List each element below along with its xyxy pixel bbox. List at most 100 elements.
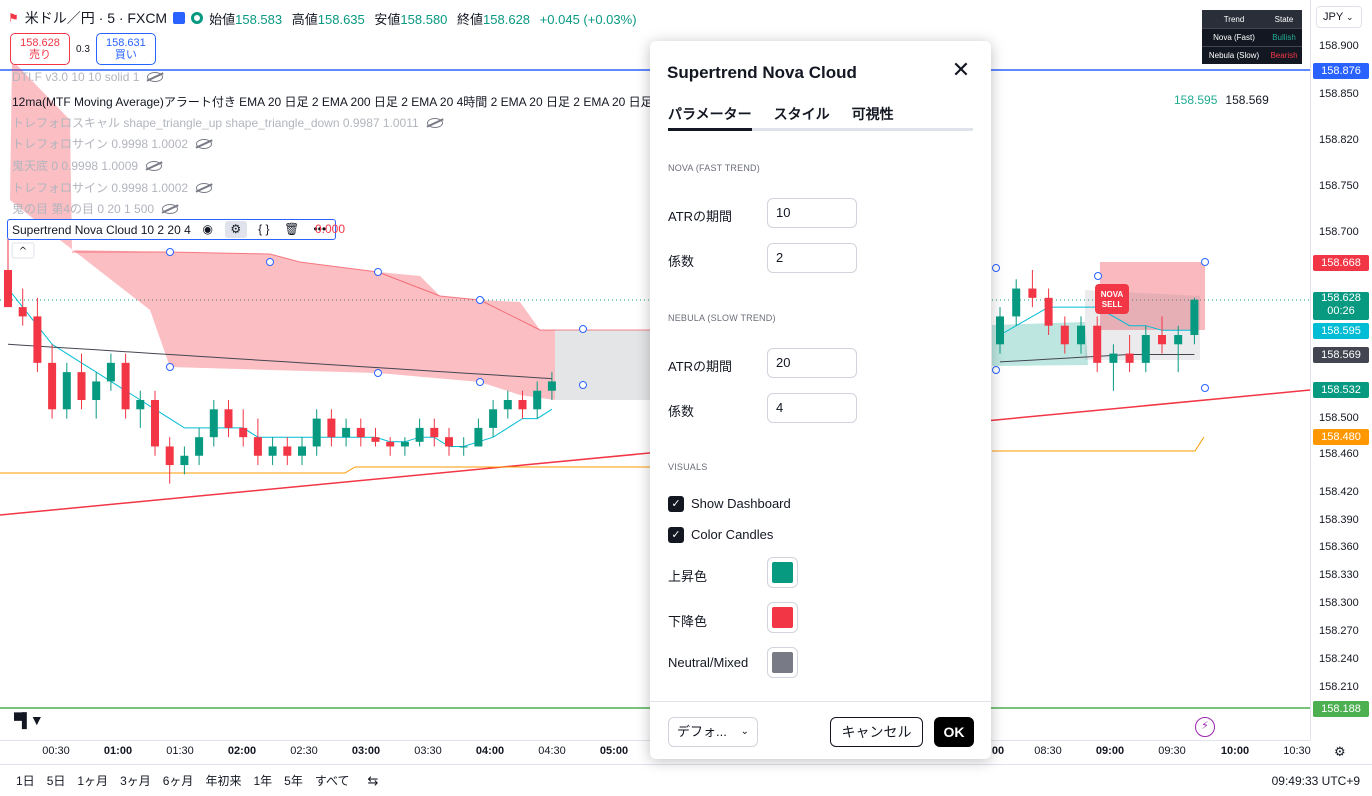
candle-body bbox=[1141, 334, 1150, 363]
flag-icon[interactable] bbox=[173, 12, 186, 24]
indicator-trefosign-1[interactable]: トレフォロサイン 0.9998 1.0002 bbox=[12, 135, 213, 152]
go-to-date-icon[interactable]: ⇆ bbox=[367, 772, 379, 788]
candle-body bbox=[489, 409, 498, 428]
trade-buttons: 158.628 売り 0.3 158.631 買い bbox=[10, 33, 156, 65]
hidden-eye-icon[interactable] bbox=[147, 72, 164, 82]
nebula-atr-input[interactable]: 20 bbox=[767, 348, 857, 378]
close-icon[interactable]: ✕ bbox=[951, 57, 971, 82]
range-3m[interactable]: 3ヶ月 bbox=[120, 774, 151, 788]
range-6m[interactable]: 6ヶ月 bbox=[162, 774, 194, 788]
nebula-factor-input[interactable]: 4 bbox=[767, 393, 857, 423]
spread-value: 0.3 bbox=[76, 43, 90, 55]
tab-parameters[interactable]: パラメーター bbox=[668, 103, 752, 131]
buy-button[interactable]: 158.631 買い bbox=[95, 33, 156, 65]
candle-body bbox=[503, 400, 512, 410]
tradingview-logo[interactable]: ▀▌▼ bbox=[14, 712, 44, 728]
range-1m[interactable]: 1ヶ月 bbox=[77, 774, 109, 788]
candle-body bbox=[268, 446, 277, 456]
source-code-icon[interactable]: { } bbox=[258, 222, 270, 236]
indicator-dti[interactable]: DTI.F v3.0 10 10 solid 1 bbox=[12, 70, 164, 84]
range-1d[interactable]: 1日 bbox=[16, 774, 35, 788]
candle-body bbox=[547, 381, 556, 391]
indicator-12ma[interactable]: 12ma(MTF Moving Average)アラート付き EMA 20 日足… bbox=[12, 95, 911, 109]
candle-body bbox=[445, 437, 453, 447]
nova-factor-label: 係数 bbox=[668, 254, 695, 269]
collapse-legend-button[interactable] bbox=[11, 242, 35, 259]
price-label-nova: 158.532 bbox=[1313, 382, 1369, 398]
svg-text:^: ^ bbox=[19, 246, 27, 257]
range-all[interactable]: すべて bbox=[314, 774, 350, 788]
cancel-button[interactable]: キャンセル bbox=[830, 717, 923, 747]
candle-body bbox=[92, 381, 101, 401]
down-color-swatch[interactable] bbox=[767, 602, 798, 633]
price-label-green-line: 158.188 bbox=[1313, 701, 1369, 717]
nebula-atr-label: ATRの期間 bbox=[668, 359, 733, 374]
candle-body bbox=[1012, 288, 1021, 317]
chevron-down-icon: ⌄ bbox=[1346, 12, 1354, 22]
indicator-value: 0.000 bbox=[315, 222, 346, 236]
nova-factor-input[interactable]: 2 bbox=[767, 243, 857, 273]
indicator-onitentei[interactable]: 鬼天底 0 0.9998 1.0009 bbox=[12, 157, 163, 174]
candle-body bbox=[996, 316, 1004, 345]
candle-body bbox=[386, 441, 395, 447]
ok-button[interactable]: OK bbox=[934, 717, 974, 747]
show-dashboard-label[interactable]: Show Dashboard bbox=[691, 496, 791, 511]
tab-visibility[interactable]: 可視性 bbox=[851, 106, 894, 122]
lightning-alert-icon[interactable]: ⚡ bbox=[1195, 717, 1215, 737]
candle-body bbox=[1077, 325, 1085, 345]
svg-text:NOVA: NOVA bbox=[1101, 290, 1124, 299]
range-5y[interactable]: 5年 bbox=[284, 774, 303, 788]
neutral-color-swatch[interactable] bbox=[767, 647, 798, 678]
symbol-title[interactable]: 米ドル／円 · 5 · FXCM bbox=[24, 10, 168, 26]
tab-style[interactable]: スタイル bbox=[773, 106, 830, 122]
candle-body bbox=[33, 316, 42, 363]
candle-body bbox=[62, 372, 71, 410]
nova-sell-signal bbox=[1095, 284, 1129, 314]
candle-body bbox=[4, 269, 12, 308]
anchor-points[interactable] bbox=[166, 248, 1209, 392]
clock[interactable]: 09:49:33 UTC+9 bbox=[1271, 774, 1360, 788]
svg-text:SELL: SELL bbox=[1102, 300, 1123, 309]
defaults-dropdown[interactable]: デフォ... ⌄ bbox=[668, 717, 758, 747]
hidden-eye-icon[interactable] bbox=[426, 117, 443, 128]
range-5d[interactable]: 5日 bbox=[46, 774, 66, 788]
hidden-eye-icon[interactable] bbox=[196, 182, 213, 193]
indicator-12ma-values: 158.595 158.569 bbox=[1174, 93, 1269, 107]
color-candles-checkbox[interactable]: ✓ bbox=[668, 527, 684, 543]
candle-body bbox=[1125, 353, 1134, 363]
settings-gear-icon[interactable]: ⚙ bbox=[224, 221, 247, 238]
up-color-swatch[interactable] bbox=[767, 557, 798, 588]
section-visuals: VISUALS bbox=[668, 462, 708, 472]
more-options-icon[interactable]: ••• bbox=[313, 222, 327, 236]
indicator-oninome[interactable]: 鬼の目 第4の目 0 20 1 500 bbox=[12, 200, 179, 217]
section-nova: NOVA (FAST TREND) bbox=[668, 163, 760, 173]
color-candles-label[interactable]: Color Candles bbox=[691, 527, 774, 542]
visibility-eye-icon[interactable]: ◉ bbox=[202, 222, 214, 236]
chart-settings-gear-icon[interactable]: ⚙ bbox=[1334, 744, 1346, 759]
candle-body bbox=[430, 427, 439, 438]
hidden-eye-icon[interactable] bbox=[162, 203, 179, 214]
range-1y[interactable]: 1年 bbox=[253, 774, 273, 788]
candle-body bbox=[1109, 353, 1118, 363]
indicator-trefosign-2[interactable]: トレフォロサイン 0.9998 1.0002 bbox=[12, 179, 213, 196]
candle-body bbox=[474, 427, 483, 447]
candle-body bbox=[253, 437, 262, 456]
range-ytd[interactable]: 年初来 bbox=[205, 774, 242, 788]
symbol-icon[interactable]: ⚑ bbox=[8, 11, 19, 25]
hidden-eye-icon[interactable] bbox=[196, 138, 213, 149]
trend-dashboard: Trend State Nova (Fast) Bullish Nebula (Sl… bbox=[1202, 10, 1302, 64]
candles bbox=[4, 232, 1199, 484]
delete-trash-icon[interactable]: 🗑 bbox=[284, 222, 300, 236]
show-dashboard-checkbox[interactable]: ✓ bbox=[668, 496, 684, 512]
indicator-trefoscal[interactable]: トレフォロスキャル shape_triangle_up shape_triang… bbox=[12, 114, 443, 131]
indicator-supertrend-nova-cloud[interactable]: Supertrend Nova Cloud 10 2 20 4 ◉ ⚙ { } … bbox=[7, 219, 336, 240]
price-label-nebula: 158.668 bbox=[1313, 255, 1369, 271]
candle-body bbox=[239, 427, 248, 438]
chart-pane[interactable]: NOVA SELL ^ bbox=[0, 0, 1310, 740]
sell-button[interactable]: 158.628 売り bbox=[10, 33, 70, 65]
currency-selector[interactable]: JPY ⌄ bbox=[1316, 6, 1362, 28]
price-scale[interactable]: 158.900 158.850 158.820 158.750 158.700 … bbox=[1310, 0, 1372, 740]
hidden-eye-icon[interactable] bbox=[146, 160, 163, 171]
nova-atr-input[interactable]: 10 bbox=[767, 198, 857, 228]
